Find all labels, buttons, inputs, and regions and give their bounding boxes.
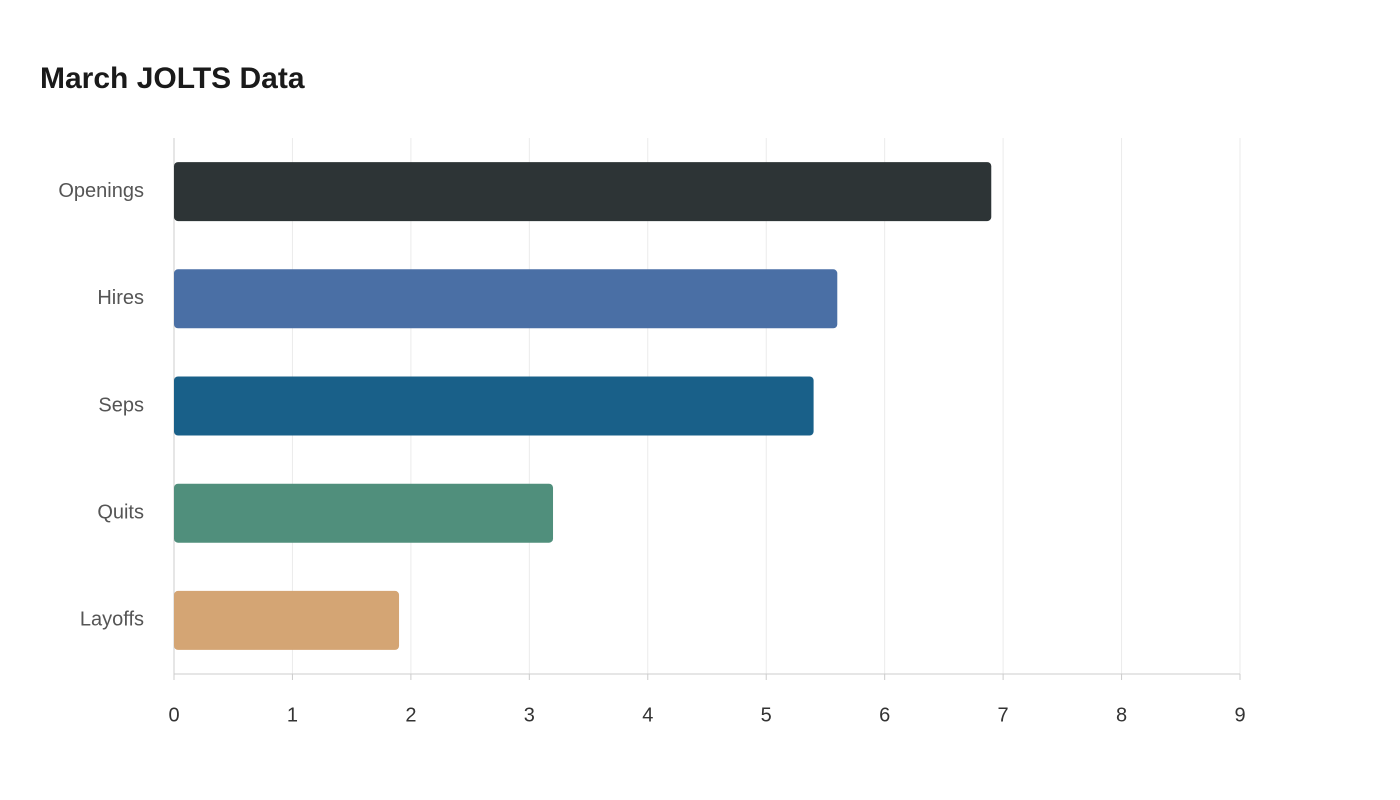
x-tick-label: 3 xyxy=(524,704,535,726)
x-tick-label: 5 xyxy=(761,704,772,726)
x-tick-label: 2 xyxy=(405,704,416,726)
x-tick-label: 6 xyxy=(879,704,890,726)
y-tick-label: Layoffs xyxy=(80,609,144,631)
x-tick-label: 7 xyxy=(998,704,1009,726)
bar xyxy=(174,483,554,543)
bar xyxy=(174,376,814,436)
x-tick-label: 8 xyxy=(1116,704,1127,726)
y-tick-label: Quits xyxy=(97,501,144,523)
y-tick-label: Openings xyxy=(58,180,144,202)
chart-title: March JOLTS Data xyxy=(40,62,305,95)
x-tick-label: 9 xyxy=(1234,704,1245,726)
bar xyxy=(174,269,838,329)
y-tick-label: Seps xyxy=(98,394,144,416)
y-tick-label: Hires xyxy=(97,287,144,309)
x-tick-label: 1 xyxy=(287,704,298,726)
x-tick-label: 0 xyxy=(168,704,179,726)
x-tick-label: 4 xyxy=(642,704,653,726)
bar xyxy=(174,162,992,222)
bar xyxy=(174,590,400,650)
